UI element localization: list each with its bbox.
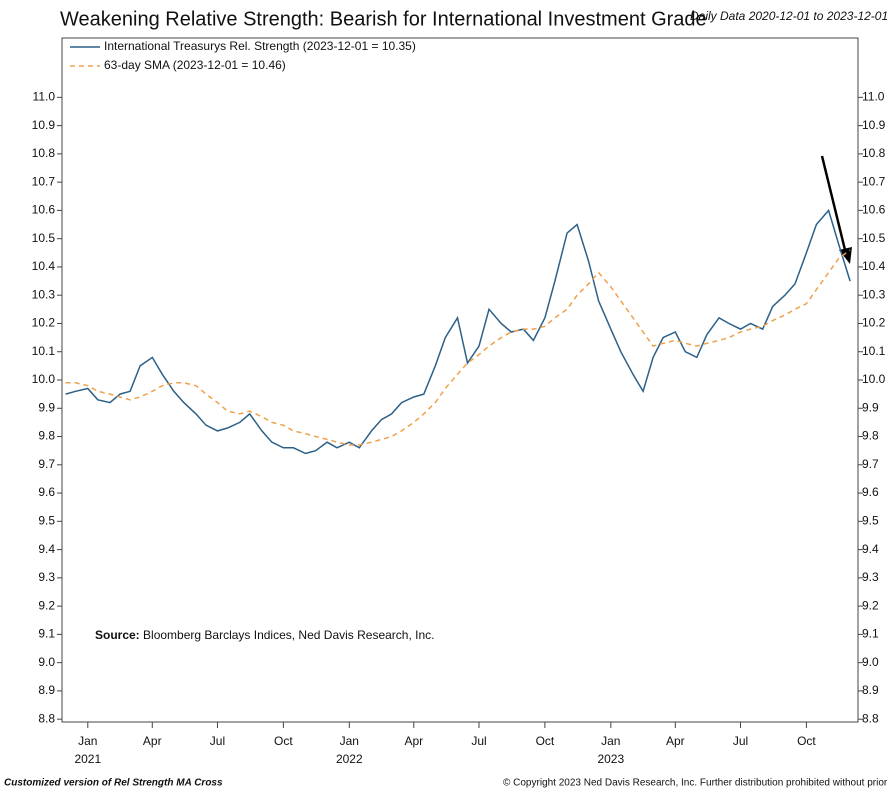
y2-tick-label: 9.1 xyxy=(862,627,879,641)
y2-tick-label: 11.0 xyxy=(862,90,885,104)
footer-right: © Copyright 2023 Ned Davis Research, Inc… xyxy=(503,778,888,788)
y2-tick-label: 9.2 xyxy=(862,598,879,612)
y-tick-label: 9.5 xyxy=(38,513,55,527)
chart-subtitle: Daily Data 2020-12-01 to 2023-12-01 xyxy=(690,9,888,23)
source-note: Source: Bloomberg Barclays Indices, Ned … xyxy=(95,628,435,642)
x-tick-label: Jul xyxy=(733,734,748,748)
x-tick-label: Oct xyxy=(274,734,293,748)
y-tick-label: 9.8 xyxy=(38,429,55,443)
y-tick-label: 9.1 xyxy=(38,627,55,641)
y2-tick-label: 10.5 xyxy=(862,231,886,245)
y-tick-label: 10.4 xyxy=(32,259,56,273)
y2-tick-label: 10.4 xyxy=(862,259,886,273)
source-label: Source: xyxy=(95,628,140,642)
y-tick-label: 10.3 xyxy=(32,287,56,301)
y2-tick-label: 10.9 xyxy=(862,118,886,132)
annotation-arrow xyxy=(820,155,852,264)
y-tick-label: 9.7 xyxy=(38,457,55,471)
x-tick-label: Oct xyxy=(536,734,555,748)
y-tick-label: 10.1 xyxy=(32,344,56,358)
x-tick-label: Jan xyxy=(78,734,97,748)
y-tick-label: 9.6 xyxy=(38,485,55,499)
arrow-shaft xyxy=(820,155,848,255)
y-tick-label: 10.6 xyxy=(32,203,56,217)
y-tick-label: 9.3 xyxy=(38,570,55,584)
y2-tick-label: 9.7 xyxy=(862,457,879,471)
series-line xyxy=(65,208,851,455)
y2-tick-label: 10.6 xyxy=(862,203,886,217)
series-line xyxy=(65,249,851,446)
y-tick-label: 11.0 xyxy=(33,90,56,104)
y2-tick-label: 8.9 xyxy=(862,683,879,697)
legend-label: International Treasurys Rel. Strength (2… xyxy=(104,39,416,53)
y2-tick-label: 9.8 xyxy=(862,429,879,443)
y-tick-label: 8.9 xyxy=(38,683,55,697)
x-year-label: 2023 xyxy=(597,752,624,766)
y-tick-label: 8.8 xyxy=(38,711,55,725)
y2-tick-label: 9.9 xyxy=(862,400,879,414)
source-text: Bloomberg Barclays Indices, Ned Davis Re… xyxy=(143,628,434,642)
y2-tick-label: 9.5 xyxy=(862,513,879,527)
y-tick-label: 10.0 xyxy=(32,372,56,386)
y-tick-label: 10.2 xyxy=(32,316,56,330)
y-tick-label: 9.4 xyxy=(38,542,55,556)
y2-tick-label: 10.1 xyxy=(862,344,886,358)
y-tick-label: 9.9 xyxy=(38,400,55,414)
y-tick-label: 10.9 xyxy=(32,118,56,132)
y2-tick-label: 9.3 xyxy=(862,570,879,584)
x-tick-label: Jul xyxy=(210,734,225,748)
y-tick-label: 10.8 xyxy=(32,146,56,160)
x-tick-label: Jan xyxy=(340,734,359,748)
plot-frame xyxy=(61,37,859,723)
x-tick-label: Apr xyxy=(404,734,423,748)
y2-tick-label: 10.8 xyxy=(862,146,886,160)
y-tick-label: 9.0 xyxy=(38,655,55,669)
y-tick-label: 10.7 xyxy=(32,174,56,188)
arrow-head xyxy=(839,247,852,264)
x-year-label: 2022 xyxy=(336,752,363,766)
y2-tick-label: 10.0 xyxy=(862,372,886,386)
y-tick-label: 10.5 xyxy=(32,231,56,245)
y2-tick-label: 9.4 xyxy=(862,542,879,556)
y2-tick-label: 9.6 xyxy=(862,485,879,499)
x-tick-label: Apr xyxy=(666,734,685,748)
chart-title: Weakening Relative Strength: Bearish for… xyxy=(60,8,707,30)
y2-tick-label: 8.8 xyxy=(862,711,879,725)
y2-tick-label: 10.7 xyxy=(862,174,886,188)
y2-tick-label: 9.0 xyxy=(862,655,879,669)
x-tick-label: Jan xyxy=(601,734,620,748)
y2-tick-label: 10.2 xyxy=(862,316,886,330)
y-tick-label: 9.2 xyxy=(38,598,55,612)
x-tick-label: Jul xyxy=(471,734,486,748)
footer-left: Customized version of Rel Strength MA Cr… xyxy=(4,778,223,788)
x-tick-label: Apr xyxy=(143,734,162,748)
legend-label: 63-day SMA (2023-12-01 = 10.46) xyxy=(104,58,286,72)
x-tick-label: Oct xyxy=(797,734,816,748)
y2-tick-label: 10.3 xyxy=(862,287,886,301)
x-year-label: 2021 xyxy=(74,752,101,766)
